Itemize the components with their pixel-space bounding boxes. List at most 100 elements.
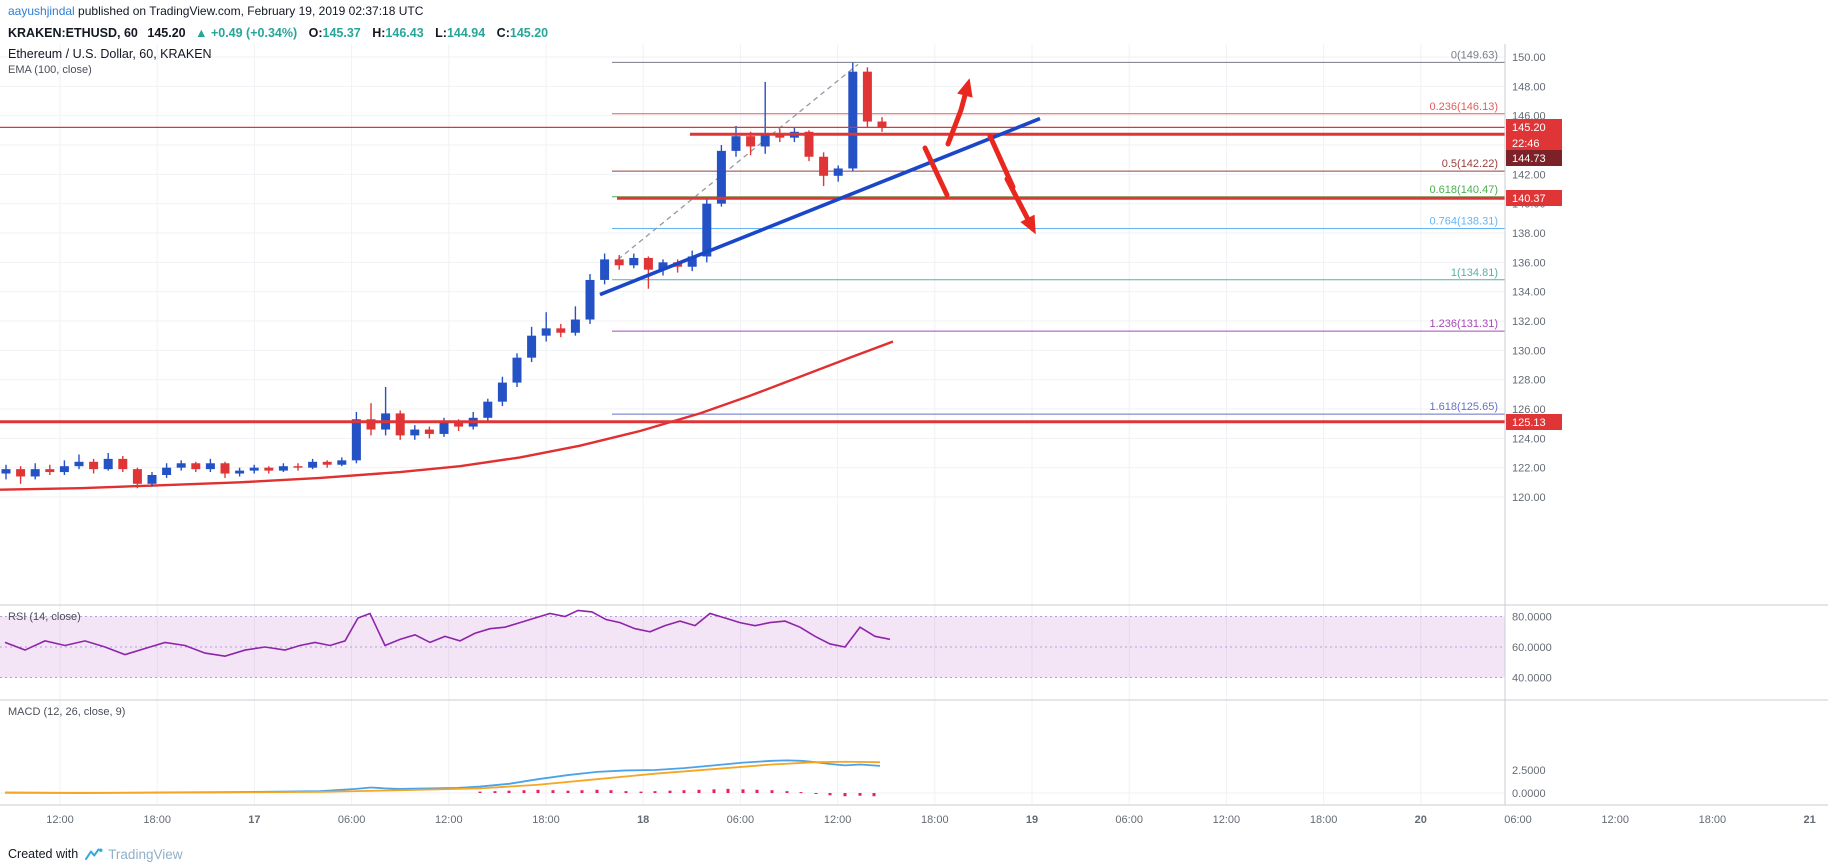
price-change: +0.49 (+0.34%) bbox=[210, 26, 298, 40]
axis-label: 80.0000 bbox=[1512, 612, 1552, 624]
candle bbox=[337, 457, 347, 467]
axis-label: 18:00 bbox=[1310, 814, 1338, 826]
candle bbox=[600, 253, 610, 285]
candle bbox=[760, 81, 770, 154]
candle bbox=[74, 454, 84, 470]
candle bbox=[176, 460, 186, 471]
drawn-arrow-stroke[interactable] bbox=[922, 145, 950, 198]
axis-label: 12:00 bbox=[1213, 814, 1241, 826]
candle bbox=[293, 463, 303, 471]
rsi-indicator-label[interactable]: RSI (14, close) bbox=[8, 611, 81, 623]
grid-lines bbox=[0, 44, 1505, 805]
axis-label: 120.00 bbox=[1512, 492, 1546, 504]
fib-level-label: 0.236(146.13) bbox=[1430, 101, 1499, 113]
fib-level-label: 1.236(131.31) bbox=[1430, 318, 1499, 330]
candle bbox=[351, 411, 361, 464]
axis-label: 136.00 bbox=[1512, 257, 1546, 269]
macd-signal-line bbox=[4, 760, 881, 794]
axis-label: 19 bbox=[1026, 814, 1038, 826]
axis-label: 145.20 bbox=[1512, 122, 1546, 134]
price-badge bbox=[1506, 119, 1562, 135]
candle bbox=[308, 458, 318, 470]
axis-label: 18:00 bbox=[1699, 814, 1727, 826]
candle bbox=[848, 62, 858, 172]
candle bbox=[556, 323, 566, 338]
axis-label: 144.73 bbox=[1512, 153, 1546, 165]
axis-label: 12:00 bbox=[1601, 814, 1629, 826]
macd-histogram-bar bbox=[493, 791, 497, 793]
candle bbox=[191, 461, 201, 473]
time-axis[interactable]: 12:00 18:00 17 06:00 12:00 18:00 18 06:00 12:00 1… bbox=[46, 814, 1815, 826]
candle bbox=[541, 312, 551, 342]
candle bbox=[89, 458, 99, 474]
tradingview-brand-text[interactable]: TradingView bbox=[108, 846, 183, 862]
candle bbox=[643, 256, 653, 289]
candle bbox=[205, 458, 215, 473]
candle bbox=[59, 460, 69, 476]
arrowhead bbox=[957, 78, 973, 98]
axis-label: 12:00 bbox=[824, 814, 852, 826]
candle bbox=[629, 253, 639, 269]
axis-label: 18:00 bbox=[143, 814, 171, 826]
macd-histogram-bar bbox=[639, 791, 643, 793]
rsi-band bbox=[0, 616, 1505, 678]
macd-histogram-bar bbox=[609, 790, 613, 793]
axis-label: 06:00 bbox=[1115, 814, 1143, 826]
macd-indicator-label[interactable]: MACD (12, 26, close, 9) bbox=[8, 706, 126, 718]
macd-histogram-bar bbox=[536, 789, 540, 793]
created-with-text: Created with bbox=[8, 847, 79, 861]
candle bbox=[410, 425, 420, 440]
candle bbox=[16, 466, 26, 484]
axis-label: 18 bbox=[637, 814, 649, 826]
fib-level-label: 0.5(142.22) bbox=[1442, 158, 1498, 170]
axis-label: 12:00 bbox=[435, 814, 463, 826]
candle bbox=[614, 255, 624, 270]
axis-label: 134.00 bbox=[1512, 287, 1546, 299]
axis-label: 06:00 bbox=[338, 814, 366, 826]
axis-label: 128.00 bbox=[1512, 375, 1546, 387]
macd-histogram-bar bbox=[712, 789, 716, 793]
horizontal-lines[interactable] bbox=[0, 126, 1505, 424]
axis-label: 2.5000 bbox=[1512, 765, 1546, 777]
low-label: L: bbox=[435, 26, 447, 40]
symbol-title[interactable]: KRAKEN:ETHUSD, 60 bbox=[8, 26, 138, 40]
tradingview-logo-icon[interactable] bbox=[85, 847, 103, 862]
axis-label: 18:00 bbox=[532, 814, 560, 826]
open-label: O: bbox=[308, 26, 323, 40]
axis-label: 21 bbox=[1803, 814, 1815, 826]
trendline[interactable] bbox=[599, 116, 1041, 297]
candle bbox=[527, 326, 537, 363]
macd-histogram-bar bbox=[828, 793, 832, 796]
macd-histogram-bar bbox=[697, 789, 701, 793]
fib-retracement[interactable]: 0(149.63) 0.236(146.13) 0.5(142.22) 0.618(1… bbox=[612, 49, 1505, 415]
ema-indicator-label[interactable]: EMA (100, close) bbox=[8, 64, 92, 76]
candle bbox=[249, 464, 259, 474]
price-badges: 145.20 22:46 144.73 140.37 125.13 bbox=[1506, 119, 1562, 430]
close-label: C: bbox=[496, 26, 510, 40]
drawn-arrows[interactable] bbox=[922, 76, 1043, 238]
macd-histogram-bar bbox=[580, 790, 584, 793]
candle bbox=[132, 467, 142, 489]
candle bbox=[512, 353, 522, 388]
macd-histogram-bar bbox=[858, 793, 862, 796]
axis-label: 124.00 bbox=[1512, 433, 1546, 445]
axis-label: 06:00 bbox=[1504, 814, 1532, 826]
axis-label: 138.00 bbox=[1512, 228, 1546, 240]
price-chart-svg[interactable]: 0(149.63) 0.236(146.13) 0.5(142.22) 0.618(1… bbox=[0, 44, 1828, 840]
high-value: 146.43 bbox=[385, 26, 424, 40]
macd-histogram-bar bbox=[566, 790, 570, 793]
candle bbox=[716, 145, 726, 207]
candle bbox=[30, 463, 40, 480]
last-price: 145.20 bbox=[147, 26, 186, 40]
axis-label: 40.0000 bbox=[1512, 673, 1552, 685]
pane-separators[interactable] bbox=[0, 44, 1828, 806]
ema-line bbox=[0, 340, 894, 491]
macd-histogram-bar bbox=[551, 790, 555, 793]
macd-histogram-bar bbox=[785, 791, 789, 793]
candle bbox=[45, 464, 55, 476]
open-value: 145.37 bbox=[322, 26, 361, 40]
dashed-trendline[interactable] bbox=[617, 63, 859, 260]
author-link[interactable]: aayushjindal bbox=[8, 4, 75, 18]
attribution-bar: aayushjindal published on TradingView.co… bbox=[0, 0, 1828, 22]
axis-label: 20 bbox=[1415, 814, 1427, 826]
